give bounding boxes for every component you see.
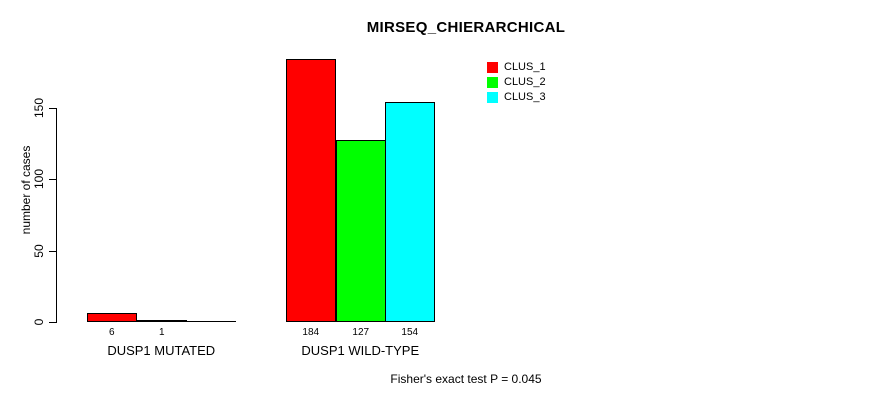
legend-label: CLUS_2: [504, 76, 546, 88]
bar-clus_2-2: [336, 140, 386, 322]
legend: CLUS_1 CLUS_2 CLUS_3: [487, 62, 546, 107]
bar-clus_3-1: [186, 321, 236, 322]
bar-clus_3-2: [385, 102, 435, 322]
y-axis-label: number of cases: [19, 145, 33, 235]
bar-value-label: 127: [352, 327, 370, 338]
category-label: DUSP1 MUTATED: [107, 343, 216, 358]
legend-swatch-icon: [487, 77, 498, 88]
y-tick-mark: [49, 179, 56, 180]
chart-title: MIRSEQ_CHIERARCHICAL: [366, 19, 566, 36]
bar-clus_1-1: [87, 313, 137, 322]
bar-value-label: 1: [158, 327, 165, 338]
legend-item: CLUS_3: [487, 92, 546, 103]
y-tick-label: 50: [32, 243, 46, 258]
legend-swatch-icon: [487, 62, 498, 73]
y-tick-label: 100: [32, 168, 46, 190]
y-tick-label: 150: [32, 97, 46, 118]
legend-swatch-icon: [487, 92, 498, 103]
y-tick-mark: [49, 107, 56, 109]
y-tick-label: 0: [32, 318, 46, 326]
legend-label: CLUS_3: [504, 91, 546, 103]
bar-value-label: 184: [302, 327, 320, 338]
bar-value-label: 154: [401, 327, 419, 338]
y-tick-mark: [49, 250, 56, 252]
legend-label: CLUS_1: [504, 61, 546, 73]
bar-clus_2-1: [137, 320, 187, 322]
stat-annotation: Fisher's exact test P = 0.045: [390, 372, 542, 386]
legend-item: CLUS_2: [487, 77, 546, 88]
y-tick-mark: [49, 322, 56, 323]
y-axis-line: [56, 107, 57, 323]
legend-item: CLUS_1: [487, 62, 546, 73]
bar-value-label: 6: [108, 327, 115, 338]
bar-clus_1-2: [286, 59, 336, 322]
category-label: DUSP1 WILD-TYPE: [301, 343, 420, 358]
